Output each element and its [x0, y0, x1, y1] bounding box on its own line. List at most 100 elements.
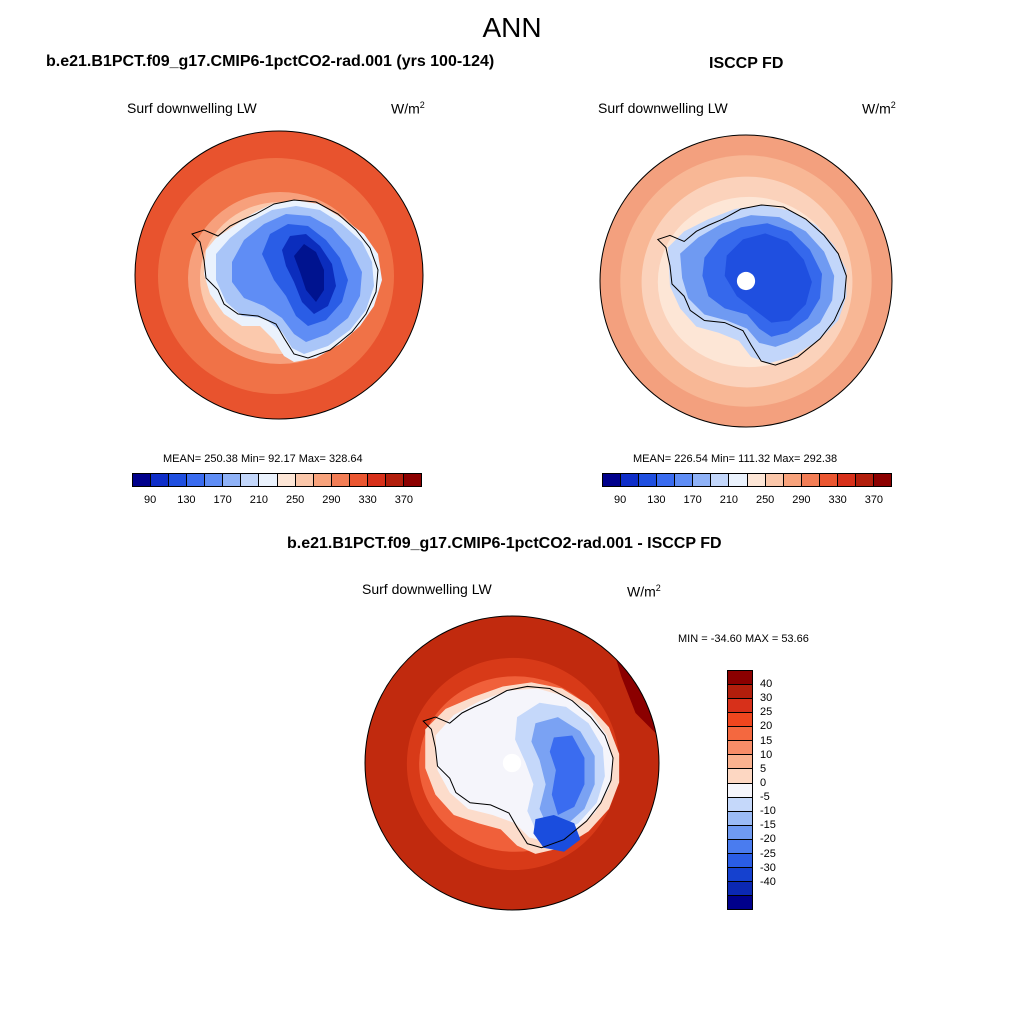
- panel2-colorbar-box: [639, 474, 658, 486]
- panel2-colorbar-box: [675, 474, 694, 486]
- panel1-variable-label: Surf downwelling LW: [127, 100, 257, 116]
- panel3-colorbar-tick-label: -25: [760, 847, 776, 860]
- panel3-colorbar-ticks: 40 30 25 20 15 10 5 0 -5 -10 -15 -20 -25 -30 -40: [760, 670, 800, 910]
- panel1-colorbar-box: [241, 474, 260, 486]
- panel1-stats: MEAN= 250.38 Min= 92.17 Max= 328.64: [163, 453, 363, 465]
- panel1-colorbar-ticks: 90 130 170 210 250 290 330 370: [132, 494, 422, 508]
- panel3-stats: MIN = -34.60 MAX = 53.66: [678, 633, 809, 645]
- panel3-colorbar-tick-label: -30: [760, 861, 776, 874]
- panel1-colorbar: [132, 473, 422, 487]
- panel2-colorbar-box: [657, 474, 676, 486]
- panel1-colorbar-box: [259, 474, 278, 486]
- panel3-colorbar-box: [728, 671, 752, 686]
- panel3-colorbar-box: [728, 896, 752, 910]
- panel2-colorbar-tick-label: 370: [864, 494, 884, 506]
- panel1-units: W/m2: [391, 100, 425, 117]
- panel3-variable-label: Surf downwelling LW: [362, 581, 492, 597]
- panel1-colorbar-box: [151, 474, 170, 486]
- panel1-colorbar-box: [295, 474, 314, 486]
- panel2-colorbar-tick-label: 170: [683, 494, 702, 506]
- panel2-polar-map: [599, 134, 893, 428]
- panel3-contour-ring-7: [549, 735, 585, 816]
- panel1-colorbar-tick-label: 370: [394, 494, 414, 506]
- panel2-colorbar-box: [873, 474, 891, 486]
- panel3-colorbar-box: [728, 713, 752, 728]
- panel1-colorbar-tick-label: 170: [213, 494, 232, 506]
- panel1-colorbar-tick-label: 330: [358, 494, 377, 506]
- panel3-polar-missing-data: [502, 753, 522, 773]
- panel2-units: W/m2: [862, 100, 896, 117]
- panel3-colorbar-tick-label: -15: [760, 819, 776, 832]
- panel3-colorbar-tick-label: 0: [760, 776, 767, 789]
- panel2-antarctica-coastline: [656, 204, 847, 366]
- panel2-colorbar-box: [855, 474, 874, 486]
- panel1-title: b.e21.B1PCT.f09_g17.CMIP6-1pctCO2-rad.00…: [46, 53, 495, 70]
- panel1-colorbar-box: [205, 474, 224, 486]
- panel2-colorbar-box: [621, 474, 640, 486]
- panel3-colorbar-tick-label: 40: [760, 678, 773, 691]
- panel1-colorbar-tick-label: 210: [249, 494, 269, 506]
- panel3-colorbar-box: [728, 755, 752, 770]
- panel3-colorbar-box: [728, 825, 752, 840]
- panel2-colorbar-box: [747, 474, 766, 486]
- panel1-colorbar-tick-label: 90: [144, 494, 157, 506]
- panel1-colorbar-tick-label: 130: [177, 494, 196, 506]
- panel1-contour-ring-9: [294, 244, 324, 302]
- panel1-colorbar-tick-label: 250: [285, 494, 305, 506]
- panel3-antarctica-coastline: [422, 685, 614, 849]
- panel3-colorbar-tick-label: -10: [760, 805, 776, 818]
- panel2-colorbar-box: [693, 474, 712, 486]
- panel1-colorbar-box: [133, 474, 152, 486]
- panel2-colorbar-tick-label: 330: [828, 494, 847, 506]
- panel1-colorbar-box: [187, 474, 206, 486]
- panel1-antarctica-coastline: [191, 199, 379, 359]
- panel2-colorbar-box: [783, 474, 802, 486]
- panel2-colorbar-tick-label: 130: [647, 494, 666, 506]
- panel3-colorbar-tick-label: -5: [760, 791, 770, 804]
- panel3-colorbar-tick-label: 20: [760, 720, 773, 733]
- panel3-colorbar-tick-label: -40: [760, 875, 776, 888]
- panel2-contour-ring-7: [724, 233, 812, 323]
- panel3-colorbar-tick-label: 25: [760, 706, 773, 719]
- panel1-colorbar-box: [277, 474, 296, 486]
- panel2-colorbar-tick-label: 90: [614, 494, 627, 506]
- panel2-colorbar-box: [729, 474, 748, 486]
- panel3-colorbar-box: [728, 811, 752, 826]
- panel2-polar-missing-data: [736, 271, 756, 291]
- panel3-polar-map: [364, 615, 660, 911]
- panel2-variable-label: Surf downwelling LW: [598, 100, 728, 116]
- panel3-colorbar-box: [728, 727, 752, 742]
- panel3-colorbar-tick-label: 5: [760, 762, 767, 775]
- panel3-colorbar-tick-label: 30: [760, 692, 773, 705]
- panel2-colorbar-tick-label: 210: [719, 494, 739, 506]
- panel2-colorbar-box: [837, 474, 856, 486]
- panel2-map-border: [599, 134, 893, 428]
- panel3-colorbar-box: [728, 783, 752, 798]
- panel1-map-border: [134, 130, 424, 420]
- panel3-colorbar-box: [728, 881, 752, 896]
- panel3-colorbar-box: [728, 853, 752, 868]
- panel3-colorbar-tick-label: 10: [760, 748, 773, 761]
- panel3-colorbar-box: [728, 699, 752, 714]
- panel2-colorbar-box: [765, 474, 784, 486]
- panel2-colorbar-box: [819, 474, 838, 486]
- panel3-colorbar-box: [728, 797, 752, 812]
- panel3-colorbar-box: [728, 741, 752, 756]
- panel3-map-border: [364, 615, 660, 911]
- panel3-colorbar-box: [728, 685, 752, 700]
- panel3-colorbar: [727, 670, 753, 910]
- panel3-title: b.e21.B1PCT.f09_g17.CMIP6-1pctCO2-rad.00…: [287, 535, 722, 552]
- panel2-colorbar-tick-label: 250: [755, 494, 775, 506]
- panel3-colorbar-tick-label: 15: [760, 734, 773, 747]
- panel1-colorbar-box: [223, 474, 242, 486]
- panel2-title: ISCCP FD: [709, 55, 784, 72]
- panel1-colorbar-box: [385, 474, 404, 486]
- main-title: ANN: [482, 12, 542, 43]
- panel3-units: W/m2: [627, 583, 661, 600]
- panel1-colorbar-box: [331, 474, 350, 486]
- panel2-colorbar-box: [711, 474, 730, 486]
- panel1-polar-map: [134, 130, 424, 420]
- panel2-colorbar-ticks: 90 130 170 210 250 290 330 370: [602, 494, 892, 508]
- panel1-colorbar-box: [169, 474, 188, 486]
- panel3-contour-ring-8: [533, 815, 581, 852]
